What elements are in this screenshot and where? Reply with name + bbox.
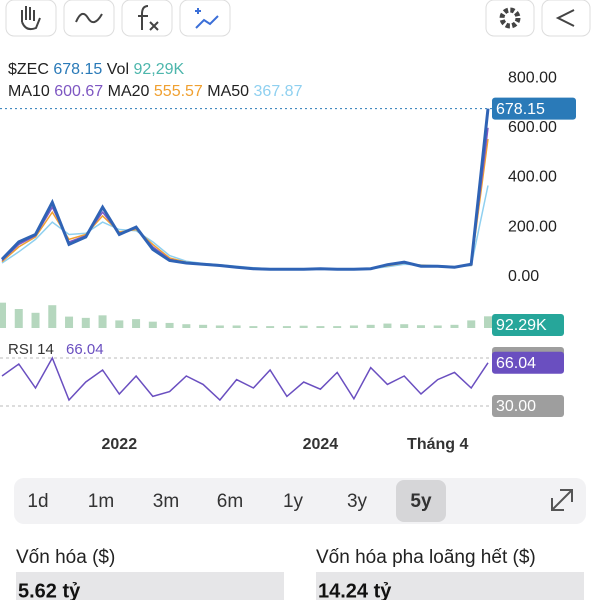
volume-bar (282, 326, 291, 328)
stat-value-bg (316, 572, 584, 600)
volume-bar (249, 326, 258, 328)
price-line (1, 127, 489, 270)
price-legend: $ZEC 678.15 Vol 92,29K (8, 61, 184, 78)
ma-name: MA50 (207, 83, 249, 100)
x-tick-label: 2024 (303, 436, 339, 453)
volume-value: 92,29K (133, 61, 184, 78)
volume-bar (182, 324, 191, 328)
x-tick-label: Tháng 4 (407, 436, 468, 453)
ma-name: MA20 (108, 83, 150, 100)
ai-icon (195, 8, 219, 29)
volume-bar (299, 325, 308, 328)
ma-value: 600.67 (54, 83, 103, 100)
volume-bar (98, 315, 107, 328)
ma-value: 367.87 (254, 83, 303, 100)
rsi-value-badge: 66.04 (496, 355, 536, 372)
volume-bar (31, 312, 40, 328)
range-button[interactable]: 3m (153, 491, 179, 512)
volume-badge: 92.29K (496, 317, 547, 334)
rsi-value-badge-bg (492, 351, 564, 374)
function-button[interactable] (121, 0, 173, 37)
volume-bar (400, 324, 409, 328)
ai-button[interactable] (179, 0, 231, 37)
range-button[interactable]: 5y (410, 491, 432, 512)
rsi-legend-value: 66.04 (66, 341, 104, 358)
price-line (1, 138, 489, 270)
last-price-badge: 678.15 (496, 101, 545, 118)
volume-bar (48, 305, 57, 328)
settings-button[interactable] (485, 0, 535, 37)
volume-bar (266, 326, 275, 328)
stat-label: Vốn hóa ($) (16, 547, 115, 568)
volume-bar (433, 325, 442, 328)
stat-value: 14.24 tỷ (318, 580, 392, 600)
volume-badge-bg (492, 314, 564, 336)
rsi-level-badge-bg (492, 395, 564, 417)
range-button[interactable]: 1y (283, 491, 304, 512)
share-icon (555, 9, 575, 27)
gear-icon (499, 7, 521, 29)
ma-value: 555.57 (154, 83, 203, 100)
rsi-level-badge: 30.00 (496, 398, 536, 415)
volume-bar (333, 326, 342, 328)
x-tick-label: 2022 (102, 436, 138, 453)
range-button[interactable]: 1m (88, 491, 114, 512)
range-button[interactable]: 1d (27, 491, 48, 512)
y-tick-label: 0.00 (508, 268, 539, 285)
volume-bar (467, 320, 476, 328)
y-tick-label: 600.00 (508, 119, 557, 136)
volume-bar (132, 319, 141, 328)
volume-bar (215, 325, 224, 328)
stat-value: 5.62 tỷ (18, 580, 81, 600)
volume-bar (199, 324, 208, 328)
stat-value-bg (16, 572, 284, 600)
volume-bar (165, 322, 174, 328)
ma-name: MA10 (8, 83, 50, 100)
y-tick-label: 400.00 (508, 169, 557, 186)
volume-bar (450, 324, 459, 328)
volume-bar (0, 302, 6, 328)
volume-bar (14, 309, 23, 328)
volume-bar (366, 324, 375, 328)
volume-bar (484, 316, 492, 328)
volume-bar (81, 317, 90, 328)
toolbar (5, 0, 591, 37)
volume-bar (232, 325, 241, 328)
fx-icon (138, 5, 159, 31)
ma-legend: MA10 600.67 MA20 555.57 MA50 367.87 (8, 83, 303, 100)
rsi-legend: RSI 14 (8, 341, 54, 358)
volume-bar (349, 325, 358, 328)
y-tick-label: 200.00 (508, 218, 557, 235)
curve-icon (75, 12, 103, 24)
price-line (0, 108, 490, 271)
volume-bar (316, 326, 325, 328)
range-button[interactable]: 6m (217, 491, 243, 512)
symbol: $ZEC (8, 61, 49, 78)
y-tick-label: 800.00 (508, 70, 557, 87)
last-price: 678.15 (53, 61, 102, 78)
volume-bar (148, 321, 157, 328)
share-button[interactable] (541, 0, 591, 37)
toolbar-icons (21, 5, 575, 31)
rsi-line (1, 356, 489, 402)
last-price-badge-bg (492, 97, 576, 120)
stat-label: Vốn hóa pha loãng hết ($) (316, 547, 536, 568)
volume-bar (383, 323, 392, 328)
price-line (1, 185, 489, 270)
hand-icon (21, 6, 41, 31)
volume-bar (416, 325, 425, 328)
volume-title: Vol (107, 61, 129, 78)
range-button[interactable]: 3y (347, 491, 368, 512)
volume-bar (115, 320, 124, 328)
expand-icon[interactable] (551, 489, 573, 511)
volume-bar (65, 316, 74, 328)
range-selected-bg (396, 480, 446, 522)
